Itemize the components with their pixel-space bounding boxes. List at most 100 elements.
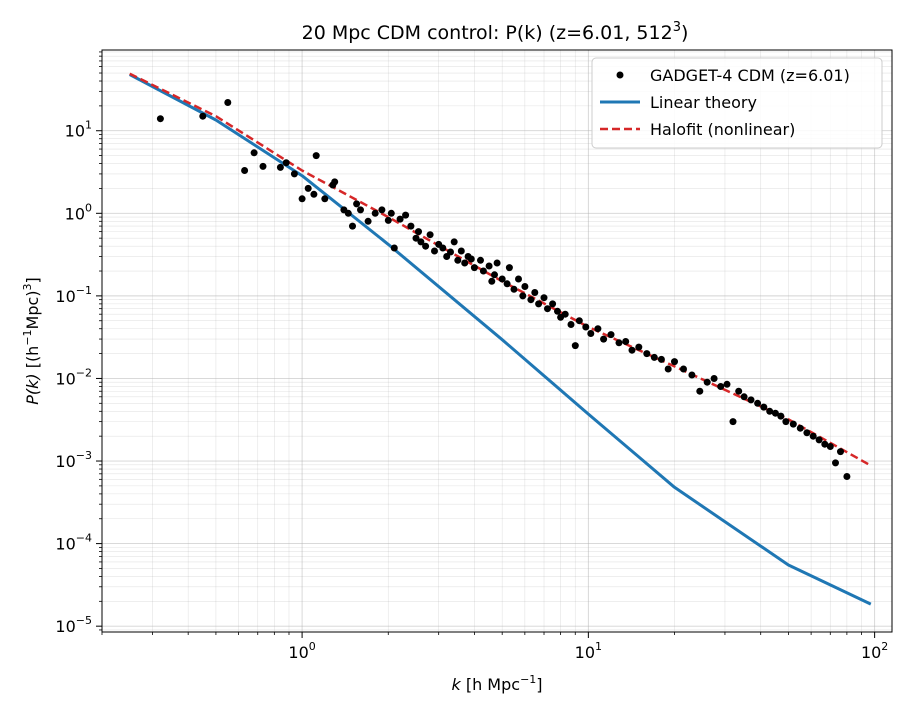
gadget-data-point (671, 358, 678, 366)
gadget-data-point (384, 216, 392, 224)
gadget-data-point (290, 170, 298, 178)
legend-marker-gadget (616, 71, 624, 79)
gadget-data-point (282, 159, 290, 167)
gadget-data-point (422, 242, 430, 250)
gadget-data-point (832, 459, 839, 467)
gadget-data-point (696, 387, 704, 395)
gadget-data-point (837, 448, 844, 456)
gadget-data-point (657, 355, 665, 363)
plot-frame (101, 49, 893, 633)
chart-title: 20 Mpc CDM control: P(k) (z=6.01, 5123) (302, 20, 689, 44)
gadget-data-point (224, 99, 232, 106)
gadget-data-point (544, 305, 551, 313)
gadget-data-point (587, 330, 595, 337)
gadget-data-point (349, 222, 356, 230)
gadget-data-point (650, 353, 658, 361)
gadget-data-point (447, 248, 454, 256)
gadget-data-point (259, 162, 267, 170)
x-tick-label: 101 (575, 640, 602, 662)
gadget-data-point (594, 325, 602, 333)
gadget-data-point (426, 231, 434, 239)
gadget-data-point (766, 407, 774, 415)
gadget-data-point (304, 184, 312, 192)
gadget-data-point (378, 206, 386, 214)
gadget-data-point (607, 331, 615, 339)
legend-label-halofit: Halofit (nonlinear) (650, 120, 795, 139)
legend: GADGET-4 CDM (z=6.01) Linear theory Halo… (591, 57, 883, 149)
gadget-data-point (510, 285, 518, 293)
gadget-data-point (412, 234, 420, 242)
gadget-data-point (622, 338, 630, 345)
gadget-data-point (390, 244, 398, 252)
gadget-data-point (415, 228, 422, 236)
gadget-data-point (199, 112, 207, 120)
gadget-data-point (803, 429, 811, 437)
gadget-data-point (396, 215, 404, 223)
gadget-data-point (454, 256, 462, 264)
gadget-data-point (771, 409, 779, 417)
x-tick-label: 100 (288, 640, 315, 662)
gadget-data-point (688, 371, 696, 379)
gadget-data-point (371, 209, 379, 217)
gadget-data-point (402, 211, 410, 219)
gadget-data-point (493, 259, 501, 267)
gadget-data-point (503, 280, 511, 288)
gadget-data-point (782, 418, 790, 426)
gadget-data-point (461, 259, 469, 267)
gadget-data-point (467, 255, 475, 263)
gadget-data-point (710, 375, 718, 382)
gadget-data-point (615, 339, 623, 347)
gadget-data-point (439, 244, 447, 252)
series-group (128, 72, 872, 606)
y-tick-label: 10−2 (55, 366, 92, 388)
gadget-data-point (843, 473, 851, 480)
gadget-data-point (387, 209, 395, 217)
gadget-data-point (353, 200, 361, 208)
gadget-data-point (357, 206, 364, 214)
x-axis-label: k [h Mpc−1] (451, 673, 542, 694)
gadget-data-point (470, 264, 478, 272)
gadget-data-point (643, 350, 651, 358)
gadget-data-point (479, 267, 487, 275)
axis-ticks: 100 101 102 10−5 10−4 10−3 10−2 10−1 100 101 (55, 51, 888, 662)
gadget-data-point (680, 365, 687, 373)
legend-label-gadget: GADGET-4 CDM (z=6.01) (650, 66, 850, 85)
gadget-data-point (540, 294, 548, 302)
gadget-data-point (515, 275, 522, 283)
gadget-data-point (567, 321, 575, 328)
legend-label-linear: Linear theory (650, 93, 757, 112)
gadget-data-point (531, 289, 539, 296)
gadget-data-point (364, 217, 372, 225)
gadget-data-point (575, 317, 583, 325)
gadget-data-point (310, 190, 318, 198)
gadget-data-point (571, 342, 579, 350)
gadget-data-point (561, 310, 569, 318)
gadget-data-point (717, 383, 725, 390)
gadget-data-point (485, 262, 493, 270)
x-tick-label: 102 (861, 640, 888, 662)
gadget-data-point (740, 393, 748, 401)
gadget-data-point (498, 275, 506, 283)
y-tick-label: 10−4 (55, 532, 92, 554)
gadget-data-point (535, 300, 543, 308)
gadget-data-point (407, 222, 415, 230)
y-axis-label: P(k) [(h−1Mpc)3] (21, 277, 42, 405)
gadget-data-point (477, 256, 484, 264)
gadget-data-point (344, 209, 352, 217)
gadget-data-point (417, 238, 425, 246)
y-tick-label: 101 (65, 119, 92, 141)
gadget-data-point (156, 115, 164, 123)
gadget-data-point (777, 412, 785, 420)
gadget-data-point (298, 195, 306, 203)
gadget-data-point (491, 271, 498, 279)
gadget-data-point (723, 380, 731, 388)
gadget-data-point (519, 292, 527, 300)
gadget-data-point (457, 247, 465, 255)
gadget-data-point (809, 432, 817, 440)
gadget-data-point (826, 443, 834, 450)
gadget-data-point (241, 167, 249, 174)
gadget-data-point (276, 163, 284, 171)
gadget-data-point (747, 396, 755, 404)
gadget-data-point (635, 343, 643, 351)
